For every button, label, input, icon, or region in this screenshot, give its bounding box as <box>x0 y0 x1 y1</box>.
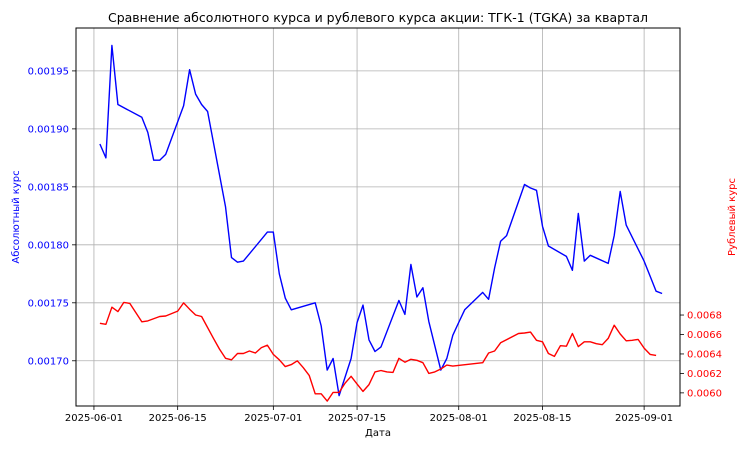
x-tick-label: 2025-08-15 <box>513 413 571 424</box>
y-left-tick-label: 0.00185 <box>28 182 69 193</box>
x-tick-label: 2025-07-01 <box>244 413 302 424</box>
absolute-price-line <box>99 44 663 397</box>
y-right-tick-label: 0.0062 <box>687 369 722 380</box>
axes: 2025-06-01 2025-06-15 2025-07-01 2025-07-15… <box>28 66 722 424</box>
y-left-tick-label: 0.00195 <box>28 66 69 77</box>
x-tick-label: 2025-09-01 <box>615 413 673 424</box>
y-right-tick-label: 0.0068 <box>687 311 722 322</box>
y-left-tick-label: 0.00170 <box>28 356 69 367</box>
y-right-tick-label: 0.0066 <box>687 330 722 341</box>
y-left-tick-label: 0.00175 <box>28 298 69 309</box>
y-right-tick-label: 0.0060 <box>687 388 722 399</box>
y-right-tick-label: 0.0064 <box>687 349 722 360</box>
series-layer <box>99 44 663 402</box>
x-axis-label: Дата <box>365 428 391 439</box>
x-tick-label: 2025-06-15 <box>149 413 207 424</box>
x-tick-label: 2025-07-15 <box>328 413 386 424</box>
plot-frame <box>75 27 681 407</box>
y-axis-left-label: Абсолютный курс <box>11 170 22 263</box>
x-tick-label: 2025-08-01 <box>430 413 488 424</box>
y-left-tick-label: 0.00190 <box>28 124 69 135</box>
x-tick-label: 2025-06-01 <box>65 413 123 424</box>
y-left-tick-label: 0.00180 <box>28 240 69 251</box>
chart-title: Сравнение абсолютного курса и рублевого … <box>108 10 648 25</box>
ruble-price-line <box>99 301 657 402</box>
y-axis-right-label: Рублевый курс <box>727 178 738 256</box>
grid <box>76 28 680 406</box>
